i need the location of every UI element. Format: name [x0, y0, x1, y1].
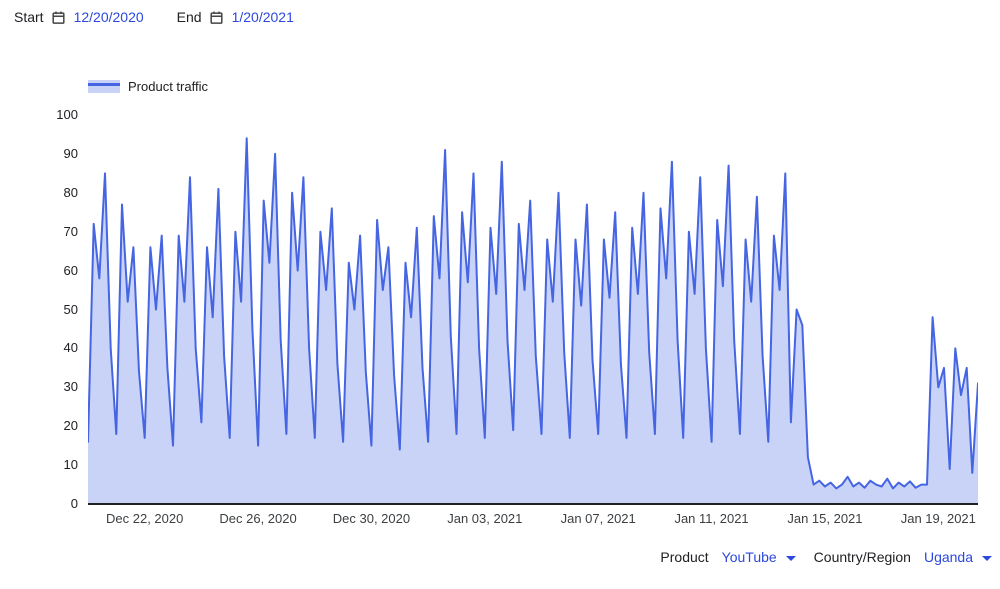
product-value: YouTube — [721, 549, 777, 565]
x-tick-label: Jan 07, 2021 — [560, 511, 636, 526]
traffic-area-fill — [88, 138, 978, 504]
calendar-icon[interactable] — [209, 10, 224, 25]
y-tick-label: 60 — [63, 262, 78, 278]
product-dropdown[interactable]: YouTube — [722, 549, 796, 565]
traffic-line — [88, 137, 978, 490]
y-tick-label: 40 — [63, 340, 78, 356]
legend-label: Product traffic — [128, 79, 208, 94]
x-tick-label: Dec 30, 2020 — [332, 511, 411, 526]
filter-controls: Product YouTube Country/Region Uganda — [660, 549, 992, 565]
region-label: Country/Region — [813, 549, 911, 565]
region-value: Uganda — [923, 549, 973, 565]
y-tick-label: 50 — [63, 301, 78, 317]
end-date-value: 1/20/2021 — [231, 9, 294, 25]
y-tick-label: 20 — [63, 418, 78, 434]
start-label: Start — [14, 9, 44, 25]
x-tick-label: Jan 15, 2021 — [787, 511, 863, 526]
y-tick-label: 0 — [70, 496, 78, 511]
x-tick-label: Dec 26, 2020 — [219, 511, 297, 526]
calendar-icon[interactable] — [51, 10, 66, 25]
traffic-chart[interactable] — [88, 115, 978, 504]
y-tick-label: 30 — [63, 379, 78, 395]
chevron-down-icon — [785, 555, 796, 561]
x-tick-label: Jan 03, 2021 — [447, 511, 523, 526]
date-range-bar: Start 12/20/2020 End — [14, 9, 294, 25]
y-tick-label: 10 — [63, 457, 78, 473]
end-label: End — [176, 9, 202, 25]
x-axis-line — [88, 503, 978, 505]
region-dropdown[interactable]: Uganda — [924, 549, 992, 565]
chart-plot[interactable] — [88, 115, 978, 504]
x-tick-label: Jan 11, 2021 — [674, 511, 749, 526]
y-tick-label: 90 — [63, 145, 78, 161]
end-date-picker[interactable]: 1/20/2021 — [209, 9, 294, 25]
chevron-down-icon — [982, 555, 992, 561]
y-tick-label: 80 — [63, 184, 78, 200]
product-label: Product — [660, 549, 709, 565]
chart-legend: Product traffic — [88, 79, 208, 94]
start-date-value: 12/20/2020 — [73, 9, 144, 25]
y-tick-label: 100 — [56, 107, 78, 122]
x-tick-label: Jan 19, 2021 — [900, 511, 976, 526]
x-tick-label: Dec 22, 2020 — [106, 511, 184, 526]
y-tick-label: 70 — [63, 223, 78, 239]
start-date-picker[interactable]: 12/20/2020 — [51, 9, 144, 25]
legend-swatch — [88, 80, 120, 93]
